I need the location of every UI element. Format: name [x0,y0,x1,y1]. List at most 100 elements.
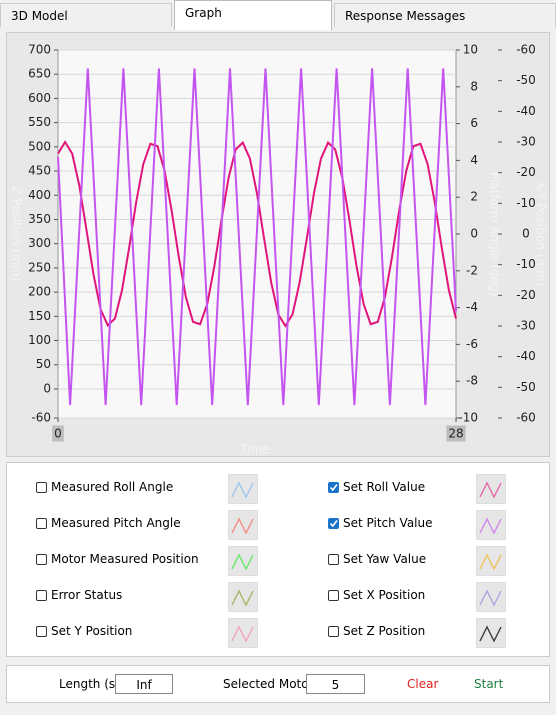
y3-tick-label: -10 [516,196,536,210]
checkbox[interactable] [328,518,339,529]
swatch-icon [479,589,502,607]
legend-swatch [228,474,258,504]
y3-tick-label: -20 [516,165,536,179]
motor-input[interactable]: 5 [306,674,365,694]
swatch-line [231,589,254,607]
tab[interactable]: Response Messages [334,3,556,27]
checkbox[interactable] [36,554,47,565]
motor-label: Selected Motor [223,677,314,691]
checkbox-label: Measured Pitch Angle [51,516,181,530]
y-tick-label: 350 [28,212,51,226]
y3-axis-label: X-Y Position (mm) [534,182,548,287]
legend-swatch [476,618,506,648]
y-axis-label: Z Position (mm) [10,186,24,281]
x-tick-label: 0 [54,427,62,441]
swatch-icon [231,625,254,643]
y3-tick-label: -20 [516,288,536,302]
y-tick-label: 400 [28,188,51,202]
y-tick-label: 500 [28,139,51,153]
swatch-icon [231,553,254,571]
y-tick-label: 150 [28,309,51,323]
y2-tick-label: 2 [470,190,478,204]
swatch-icon [231,517,254,535]
y2-tick-label: -2 [466,263,478,277]
swatch-icon [479,517,502,535]
series-panel [6,462,550,657]
y3-tick-label: -10 [516,257,536,271]
y2-tick-label: -8 [466,374,478,388]
legend-swatch [476,474,506,504]
series-line [57,140,457,328]
swatch-line [479,589,502,607]
x-tick-label: 28 [448,427,463,441]
check-mark [329,520,338,528]
chart: Time Z Position (mm) Platform Angle (deg… [10,43,548,457]
checkbox[interactable] [36,626,47,637]
y2-tick-label: 0 [470,227,478,241]
legend-swatch [476,510,506,540]
swatch-line [479,625,502,643]
check-mark [329,484,338,492]
y2-tick-label: 8 [470,79,478,93]
swatch-line [479,517,502,535]
y-tick-label: 650 [28,67,51,81]
y3-tick-label: -50 [516,380,536,394]
checkbox[interactable] [36,590,47,601]
check-mark [329,484,338,492]
checkbox-label: Measured Roll Angle [51,480,174,494]
checkbox-label: Set Y Position [51,624,133,638]
start-button[interactable]: Start [474,677,504,691]
y-tick-label: 300 [28,236,51,250]
checkbox-label: Motor Measured Position [51,552,199,566]
x-tick-badge [52,425,64,442]
y2-tick-label: -6 [466,337,478,351]
legend-swatch [228,510,258,540]
clear-button[interactable]: Clear [407,677,439,691]
y-tick-label: 200 [28,285,51,299]
y3-tick-label: -30 [516,135,536,149]
y-tick-label: 100 [28,333,51,347]
checkbox-label: Set Roll Value [343,480,426,494]
y2-tick-label: 10 [463,43,478,57]
swatch-icon [479,481,502,499]
y2-tick-label: -10 [458,411,478,425]
control-bar: Length (s) Inf Selected Motor 5 Clear St… [6,665,550,703]
checkbox[interactable] [328,590,339,601]
tab[interactable]: Graph [174,0,332,30]
y3-tick-label: -40 [516,349,536,363]
legend-swatch [476,546,506,576]
checkbox-label: Set Yaw Value [343,552,427,566]
swatch-icon [479,553,502,571]
swatch-icon [231,589,254,607]
length-label: Length (s) [59,677,120,691]
checkbox-label: Set X Position [343,588,426,602]
y-tick-label: 0 [43,381,51,395]
swatch-line [479,553,502,571]
tab[interactable]: 3D Model [0,3,172,27]
length-input[interactable]: Inf [115,674,173,694]
y3-tick-label: 0 [522,227,530,241]
legend-swatch [228,546,258,576]
legend-swatch [228,582,258,612]
x-axis-label: Time [239,443,269,457]
y-tick-label: 250 [28,260,51,274]
checkbox[interactable] [328,554,339,565]
checkbox-label: Set Z Position [343,624,426,638]
y-tick-label: 550 [28,115,51,129]
checkbox[interactable] [328,482,339,493]
y-tick-label: 600 [28,91,51,105]
y-tick-label: 450 [28,164,51,178]
checkbox-label: Error Status [51,588,123,602]
legend-swatch [476,582,506,612]
swatch-line [479,481,502,499]
y-tick-label: 700 [28,43,51,57]
y2-tick-label: 4 [470,153,478,167]
y-tick-label: 50 [36,357,51,371]
swatch-icon [479,625,502,643]
y2-tick-label: -4 [466,300,478,314]
checkbox[interactable] [328,626,339,637]
checkbox[interactable] [36,518,47,529]
legend-swatch [228,618,258,648]
y3-tick-label: -60 [516,43,536,57]
checkbox[interactable] [36,482,47,493]
